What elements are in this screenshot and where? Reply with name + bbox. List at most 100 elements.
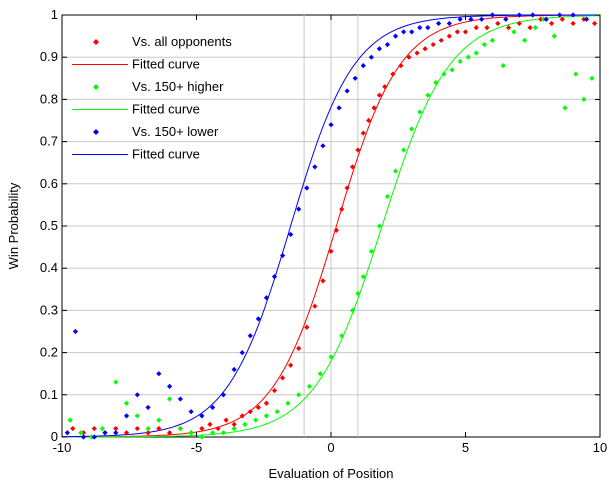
data-point-series-0 <box>223 417 229 423</box>
y-tick-label: 0.5 <box>40 218 58 233</box>
data-point-series-0 <box>134 425 140 432</box>
data-point-series-0 <box>349 164 356 170</box>
data-point-series-1 <box>425 92 431 98</box>
data-point-series-2 <box>123 413 130 419</box>
data-point-series-0 <box>333 227 339 233</box>
x-tick-label: -10 <box>53 440 72 455</box>
data-point-series-1 <box>489 37 495 43</box>
data-point-series-0 <box>592 20 598 27</box>
data-point-series-2 <box>368 54 374 60</box>
data-point-series-1 <box>589 75 595 81</box>
data-point-series-2 <box>247 333 253 339</box>
data-point-series-1 <box>220 430 226 436</box>
data-point-series-1 <box>210 430 216 436</box>
data-point-series-1 <box>253 417 259 423</box>
data-point-series-2 <box>167 383 173 389</box>
data-point-series-2 <box>479 16 485 22</box>
data-point-series-2 <box>177 396 183 402</box>
data-point-series-1 <box>401 147 407 153</box>
data-point-series-0 <box>406 54 412 60</box>
y-axis-label: Win Probability <box>6 182 21 269</box>
data-point-series-0 <box>505 25 512 31</box>
data-point-series-2 <box>134 392 140 398</box>
data-point-series-1 <box>349 307 356 313</box>
legend-marker <box>93 84 99 90</box>
legend-label: Fitted curve <box>132 147 200 162</box>
data-point-series-1 <box>581 96 587 102</box>
data-point-series-1 <box>376 223 383 229</box>
data-point-series-1 <box>417 109 423 115</box>
data-point-series-2 <box>231 366 237 373</box>
data-point-series-0 <box>376 92 383 98</box>
data-point-series-2 <box>392 33 399 39</box>
y-tick-label: 0.7 <box>40 134 58 149</box>
data-point-series-0 <box>454 29 461 35</box>
data-point-series-2 <box>72 328 79 335</box>
data-point-series-0 <box>484 25 490 31</box>
data-point-series-1 <box>156 417 162 423</box>
data-point-series-2 <box>80 434 87 440</box>
y-tick-label: 0.8 <box>40 91 58 106</box>
data-point-series-0 <box>91 425 97 432</box>
data-point-series-2 <box>188 409 194 415</box>
data-point-series-0 <box>263 400 270 406</box>
data-point-series-1 <box>562 105 568 111</box>
data-point-series-1 <box>449 67 455 73</box>
data-point-series-1 <box>355 290 361 297</box>
data-point-series-1 <box>481 41 487 48</box>
legend-marker <box>93 39 99 45</box>
data-point-series-1 <box>532 25 539 31</box>
data-point-series-0 <box>527 25 533 31</box>
x-tick-label: -5 <box>191 440 203 455</box>
data-point-series-2 <box>336 105 342 111</box>
y-tick-label: 0.4 <box>40 260 58 275</box>
data-point-series-2 <box>376 46 383 52</box>
data-point-series-2 <box>288 231 294 238</box>
data-point-series-2 <box>328 122 334 128</box>
data-point-series-2 <box>503 16 509 22</box>
data-point-series-0 <box>304 324 310 330</box>
data-point-series-0 <box>328 248 334 254</box>
data-point-series-0 <box>355 147 361 153</box>
data-point-series-1 <box>177 425 183 432</box>
data-point-series-1 <box>573 71 579 77</box>
data-point-series-2 <box>457 16 463 22</box>
data-point-series-2 <box>271 274 278 280</box>
data-point-series-0 <box>156 425 162 432</box>
data-point-series-0 <box>538 16 544 22</box>
data-point-series-0 <box>495 20 501 27</box>
data-point-series-2 <box>557 12 563 18</box>
y-tick-label: 0.3 <box>40 302 58 317</box>
data-point-series-1 <box>360 274 366 280</box>
data-point-series-1 <box>231 425 237 432</box>
data-point-series-0 <box>320 278 326 284</box>
x-tick-label: 0 <box>327 440 334 455</box>
data-point-series-0 <box>570 20 576 27</box>
data-point-series-1 <box>339 333 345 339</box>
data-point-series-0 <box>581 16 587 22</box>
data-point-series-0 <box>366 117 372 124</box>
data-point-series-0 <box>279 375 286 381</box>
fitted-curve-0 <box>62 14 600 438</box>
data-point-series-2 <box>210 404 216 411</box>
data-point-series-0 <box>123 430 130 436</box>
data-point-series-0 <box>207 421 213 427</box>
data-point-series-2 <box>436 20 442 27</box>
data-point-series-1 <box>113 379 119 385</box>
data-point-series-0 <box>199 425 205 432</box>
data-point-series-1 <box>88 434 95 440</box>
data-point-series-1 <box>457 58 463 65</box>
data-point-series-2 <box>401 29 407 35</box>
y-tick-label: 0 <box>51 429 58 444</box>
legend-label: Vs. all opponents <box>132 34 232 49</box>
data-point-series-2 <box>384 41 391 48</box>
x-axis-ticks: -10 -5 0 5 10 <box>53 15 607 455</box>
data-points <box>64 12 598 440</box>
data-point-series-1 <box>392 168 399 174</box>
data-point-series-2 <box>255 316 261 322</box>
data-point-series-0 <box>239 413 245 419</box>
data-point-series-0 <box>516 20 522 27</box>
data-point-series-0 <box>247 409 253 415</box>
data-point-series-2 <box>360 63 366 69</box>
data-point-series-1 <box>511 29 517 35</box>
